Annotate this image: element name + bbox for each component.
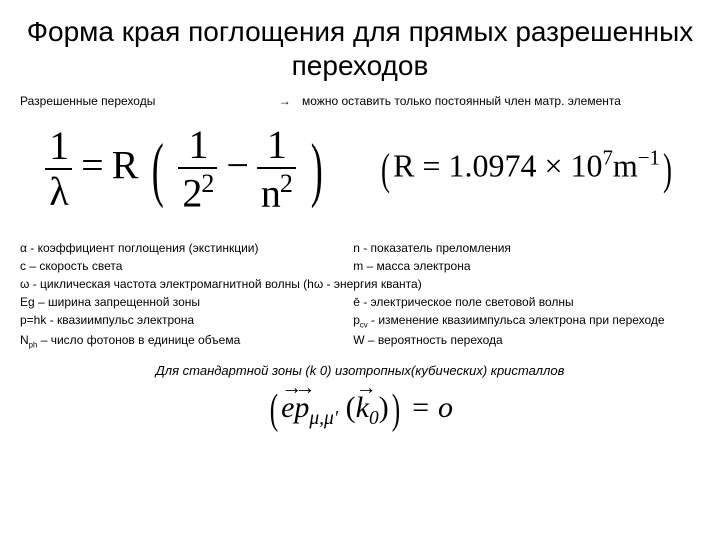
vec-p: p [294, 391, 309, 425]
def-eg: Eg – ширина запрещенной зоны [20, 295, 353, 309]
ten: 10 [571, 148, 603, 184]
t1-num: 1 [178, 123, 217, 169]
sub-mu: μ,μ′ [309, 408, 338, 429]
t2-base: n [261, 171, 280, 216]
def-e: ē - электрическое поле световой волны [353, 295, 700, 309]
subtitle-left: Разрешенные переходы [20, 94, 155, 108]
lhs-den: λ [45, 170, 72, 214]
r2: R [393, 148, 414, 184]
t1-base: 2 [182, 171, 201, 216]
val: 1.0974 [448, 148, 536, 184]
formula-row: 1 λ = R ( 1 22 − 1 n2 ) (R = 1.0974 × 10… [20, 123, 700, 215]
sub-0: 0 [369, 408, 379, 429]
def-pcv: pcv - изменение квазиимпульса электрона … [353, 313, 700, 329]
subtitle-right: можно оставить только постоянный член ма… [302, 94, 621, 108]
rydberg-formula: 1 λ = R ( 1 22 − 1 n2 ) [45, 123, 328, 215]
lhs-num: 1 [45, 124, 72, 170]
times: × [544, 148, 562, 184]
rydberg-constant: (R = 1.0974 × 107m−1) [378, 143, 675, 195]
def-nph: Nph – число фотонов в единице объема [20, 333, 353, 349]
vec-e: e [281, 391, 294, 425]
eq2: = [422, 148, 440, 184]
def-n: n - показатель преломления [353, 241, 700, 255]
page-title: Форма края поглощения для прямых разреше… [20, 15, 700, 82]
def-omega: ω - циклическая частота электромагнитной… [20, 277, 700, 291]
subtitle-row: Разрешенные переходы → можно оставить то… [20, 94, 700, 108]
bottom-formula: (epμ,μ′ (k0)) = o [20, 386, 700, 434]
minus-sign: − [226, 143, 248, 188]
eq3: = [410, 391, 430, 424]
eq-sign: = [81, 143, 103, 188]
def-p: p=hk - квазиимпульс электрона [20, 313, 353, 329]
vec-k: k [356, 391, 369, 425]
def-w: W – вероятность перехода [353, 333, 700, 349]
unit-exp: −1 [638, 147, 660, 170]
zero: o [438, 391, 453, 424]
def-alpha: α - коэффициент поглощения (экстинкции) [20, 241, 353, 255]
unit-m: m [613, 148, 638, 184]
t2-exp: 2 [280, 169, 292, 198]
t1-exp: 2 [201, 169, 213, 198]
t2-num: 1 [257, 123, 296, 169]
exp7: 7 [603, 147, 613, 170]
arrow-icon: → [279, 94, 291, 108]
r-symbol: R [112, 143, 138, 188]
def-c: с – скорость света [20, 259, 353, 273]
def-m: m – масса электрона [353, 259, 700, 273]
